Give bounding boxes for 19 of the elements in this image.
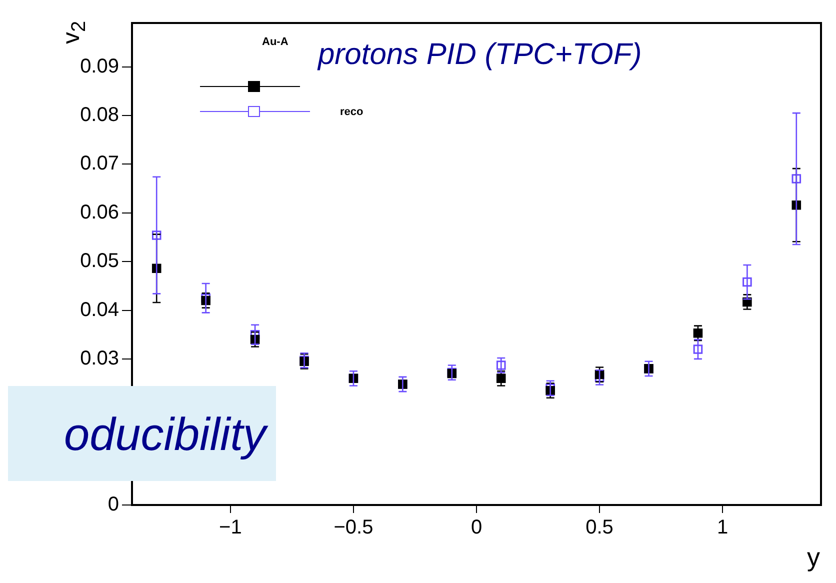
x-tick-label: 1 (717, 516, 728, 539)
annotation: oducibility (8, 386, 276, 481)
y-tick-label: 0.07 (80, 152, 119, 175)
legend-title: Au-A (262, 36, 288, 48)
y-tick-label: 0.08 (80, 104, 119, 126)
y-tick-label: 0.05 (80, 250, 119, 272)
text: reco (340, 106, 364, 118)
x-tick-label: 0.5 (586, 516, 614, 539)
x-tick-label: 0 (470, 516, 482, 539)
y-tick-label: 0.09 (80, 55, 119, 78)
x-tick-label: −1 (219, 516, 242, 539)
y-tick-label: 0.04 (80, 298, 119, 321)
point (693, 328, 703, 338)
y-tick-label: 0 (108, 494, 119, 516)
x-tick-label: −0.5 (334, 516, 374, 539)
x-axis-title: y (807, 542, 820, 573)
y-tick-label: 0.06 (80, 201, 119, 224)
y-tick-label: 0.03 (80, 347, 119, 370)
annotation: protons PID (TPC+TOF) (318, 38, 642, 72)
